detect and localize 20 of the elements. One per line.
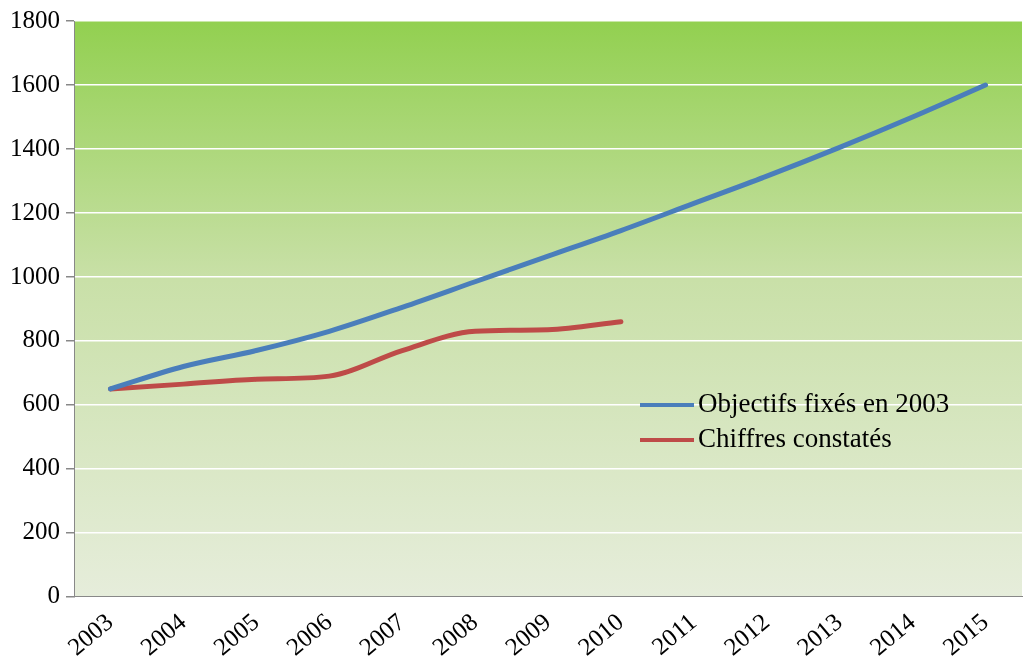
y-tick-label: 1000 <box>10 261 60 289</box>
y-tick-label: 1800 <box>10 5 60 33</box>
y-tick-label: 1400 <box>10 133 60 161</box>
y-tick-label: 1600 <box>10 69 60 97</box>
x-tick-label: 2010 <box>572 607 629 661</box>
legend-label: Chiffres constatés <box>698 423 892 454</box>
y-tick-label: 1200 <box>10 197 60 225</box>
x-tick-label: 2004 <box>135 607 192 661</box>
y-tick-label: 600 <box>22 389 60 417</box>
y-tick-label: 0 <box>47 581 60 609</box>
x-tick-label: 2013 <box>791 607 848 661</box>
y-tick-label: 400 <box>22 453 60 481</box>
x-tick-label: 2009 <box>499 607 556 661</box>
x-tick-label: 2003 <box>62 607 118 661</box>
legend-label: Objectifs fixés en 2003 <box>698 388 950 419</box>
x-tick-label: 2011 <box>646 607 702 660</box>
x-tick-label: 2012 <box>718 607 775 661</box>
y-tick-label: 800 <box>22 325 60 353</box>
y-tick-label: 200 <box>22 517 60 545</box>
x-tick-label: 2008 <box>426 607 483 661</box>
